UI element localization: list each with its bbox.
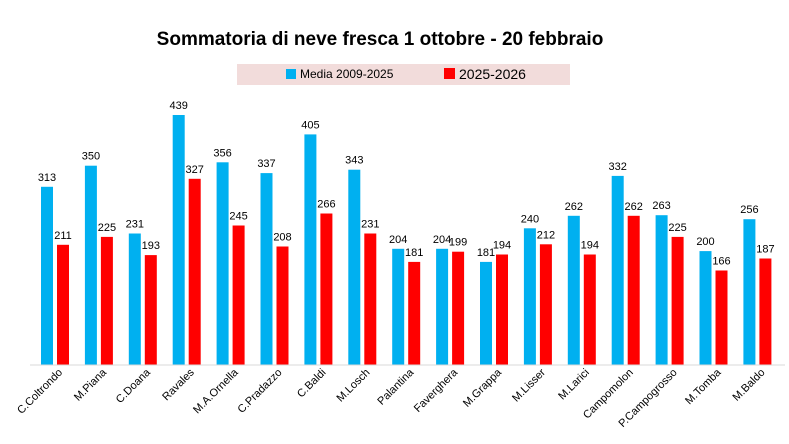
bar-current-0 — [57, 244, 69, 365]
value-label-current-4: 245 — [229, 211, 247, 223]
value-labels-group: 313 211 350 225 231 193 439 327 356 245 337 208 405 2… — [38, 100, 775, 268]
x-tick-label-11: M.Lisser — [510, 366, 548, 404]
value-label-current-9: 199 — [449, 237, 467, 249]
bar-media-6 — [304, 134, 317, 365]
value-label-media-12: 262 — [565, 201, 583, 213]
x-tick-label-5: C.Pradazzo — [235, 367, 284, 416]
chart-title: Sommatoria di neve fresca 1 ottobre - 20… — [157, 29, 604, 50]
value-label-current-3: 327 — [186, 164, 204, 176]
bars-group — [41, 115, 772, 365]
x-tick-label-4: M.A.Ornella — [191, 366, 241, 416]
value-label-media-6: 405 — [301, 119, 319, 131]
value-label-media-13: 332 — [609, 161, 627, 173]
bar-media-4 — [216, 162, 229, 365]
value-label-media-14: 263 — [652, 200, 670, 212]
value-label-media-8: 204 — [389, 234, 407, 246]
value-label-media-2: 231 — [126, 219, 144, 231]
bar-current-1 — [100, 236, 113, 365]
bar-current-8 — [408, 261, 421, 365]
value-label-media-16: 256 — [740, 204, 758, 216]
x-tick-label-3: Ravales — [160, 366, 197, 403]
value-label-current-2: 193 — [142, 240, 160, 252]
bar-media-14 — [655, 215, 668, 365]
value-label-media-11: 240 — [521, 213, 539, 225]
value-label-media-3: 439 — [170, 100, 188, 112]
bar-media-10 — [480, 261, 492, 365]
x-tick-label-10: M.Grappa — [461, 366, 505, 410]
x-tick-label-16: M.Baldo — [730, 367, 767, 404]
legend-box — [237, 64, 570, 85]
value-label-current-15: 166 — [712, 256, 730, 268]
value-label-media-5: 337 — [257, 158, 275, 170]
value-label-media-7: 343 — [345, 155, 363, 167]
legend-swatch-media — [286, 69, 296, 79]
value-label-media-0: 313 — [38, 172, 56, 184]
x-tick-label-7: M.Losch — [335, 367, 373, 405]
bar-current-6 — [320, 213, 333, 365]
bar-current-5 — [276, 246, 289, 365]
x-tick-label-12: M.Larici — [556, 367, 592, 403]
bar-media-8 — [392, 248, 405, 365]
x-tick-labels-group: C.Coltrondo M.Piana C.Doana RavalesM.A.Orne… — [15, 366, 767, 430]
x-tick-label-2: C.Doana — [114, 366, 154, 406]
bar-media-0 — [41, 186, 53, 365]
bar-current-7 — [364, 233, 377, 365]
bar-current-11 — [539, 244, 552, 365]
bar-current-12 — [583, 254, 596, 365]
bar-media-3 — [172, 115, 185, 365]
legend-label-media: Media 2009-2025 — [300, 67, 394, 81]
bar-current-2 — [144, 255, 157, 365]
value-label-current-14: 225 — [668, 222, 686, 234]
value-label-media-1: 350 — [82, 151, 100, 163]
value-label-current-6: 266 — [317, 199, 335, 211]
bar-media-12 — [567, 215, 580, 365]
x-tick-label-0: C.Coltrondo — [15, 367, 65, 417]
bar-current-10 — [496, 254, 508, 365]
value-label-current-1: 225 — [98, 222, 116, 234]
bar-media-13 — [611, 175, 624, 365]
bar-media-15 — [699, 251, 712, 365]
bar-current-15 — [715, 270, 728, 365]
bar-media-5 — [260, 173, 273, 365]
x-tick-label-1: M.Piana — [72, 366, 110, 404]
x-tick-label-9: Faverghera — [412, 366, 461, 415]
value-label-current-8: 181 — [405, 247, 423, 259]
x-tick-label-6: C.Baldi — [295, 367, 329, 401]
bar-current-14 — [671, 236, 684, 365]
bar-current-4 — [232, 225, 245, 365]
bar-current-3 — [188, 178, 201, 365]
bar-media-9 — [436, 248, 449, 365]
value-label-current-16: 187 — [756, 244, 774, 256]
value-label-media-9: 204 — [433, 234, 451, 246]
value-label-current-7: 231 — [361, 219, 379, 231]
value-label-current-10: 194 — [493, 240, 511, 252]
value-label-current-13: 262 — [625, 201, 643, 213]
bar-media-2 — [128, 233, 141, 365]
legend-swatch-current — [444, 68, 455, 79]
x-tick-label-8: Palantina — [375, 366, 417, 408]
value-label-current-11: 212 — [537, 229, 555, 241]
value-label-media-4: 356 — [213, 147, 231, 159]
bar-media-1 — [84, 165, 97, 365]
bar-current-9 — [452, 251, 465, 365]
legend-label-current: 2025-2026 — [459, 66, 526, 82]
bar-media-16 — [743, 219, 756, 365]
value-label-current-0: 211 — [54, 230, 72, 242]
value-label-media-15: 200 — [696, 236, 714, 248]
value-label-media-10: 181 — [477, 247, 495, 259]
value-label-current-12: 194 — [581, 240, 599, 252]
bar-current-13 — [627, 215, 640, 365]
x-tick-label-15: M.Tomba — [683, 366, 724, 407]
bar-current-16 — [759, 258, 772, 365]
bar-media-7 — [348, 169, 361, 365]
value-label-current-5: 208 — [273, 232, 291, 244]
bar-media-11 — [523, 228, 536, 365]
